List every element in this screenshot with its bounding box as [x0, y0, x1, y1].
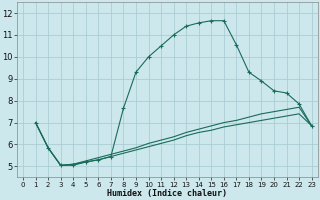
X-axis label: Humidex (Indice chaleur): Humidex (Indice chaleur) [107, 189, 227, 198]
